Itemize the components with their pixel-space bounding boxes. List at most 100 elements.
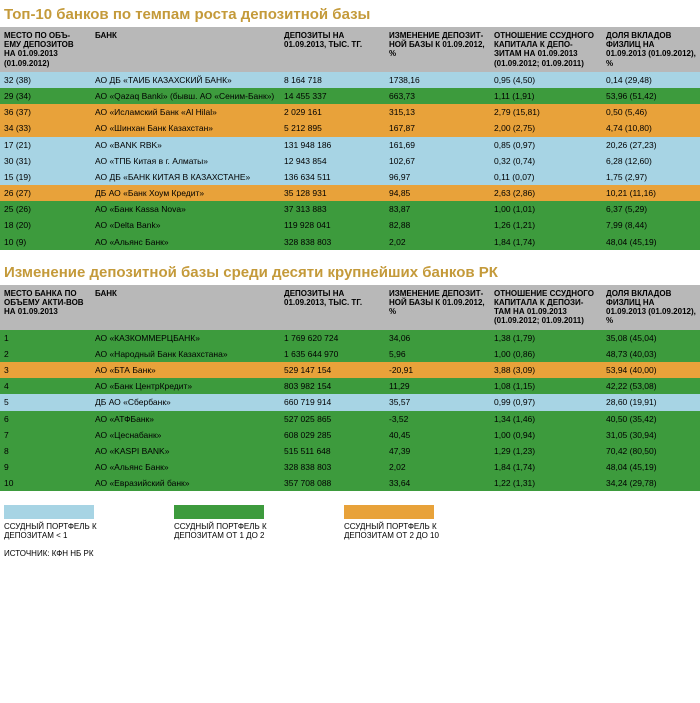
table-cell: 315,13 [385,104,490,120]
table-row: 26 (27)ДБ АО «Банк Хоум Кредит»35 128 93… [0,185,700,201]
table-cell: 33,64 [385,475,490,491]
table-cell: 2,02 [385,459,490,475]
table-cell: 6,37 (5,29) [602,201,700,217]
column-header: ИЗМЕНЕНИЕ ДЕПОЗИТ-НОЙ БАЗЫ К 01.09.2012,… [385,27,490,72]
table-cell: 30 (31) [0,153,91,169]
column-header: ИЗМЕНЕНИЕ ДЕПОЗИТ-НОЙ БАЗЫ К 01.09.2012,… [385,285,490,330]
table-cell: 119 928 041 [280,217,385,233]
column-header: ДЕПОЗИТЫ НА 01.09.2013, ТЫС. ТГ. [280,285,385,330]
table-row: 8АО «KASPI BANK»515 511 64847,391,29 (1,… [0,443,700,459]
column-header: ДОЛЯ ВКЛАДОВ ФИЗЛИЦ НА 01.09.2013 (01.09… [602,27,700,72]
legend-swatch [4,505,94,519]
table-row: 6АО «АТФБанк»527 025 865-3,521,34 (1,46)… [0,411,700,427]
table-cell: 1,22 (1,31) [490,475,602,491]
table-cell: АО «KASPI BANK» [91,443,280,459]
table2-header-row: МЕСТО БАНКА ПО ОБЪЕМУ АКТИ-ВОВ НА 01.09.… [0,285,700,330]
table-cell: ДБ АО «Сбербанк» [91,394,280,410]
table-cell: 1,11 (1,91) [490,88,602,104]
table-cell: АО «Цеснабанк» [91,427,280,443]
table-cell: 1,00 (0,86) [490,346,602,362]
table-cell: 28,60 (19,91) [602,394,700,410]
table-cell: 0,85 (0,97) [490,137,602,153]
table-row: 34 (33)АО «Шинхан Банк Казахстан»5 212 8… [0,120,700,136]
table-cell: 2,02 [385,234,490,250]
table-cell: ДБ АО «Банк Хоум Кредит» [91,185,280,201]
legend-item: ССУДНЫЙ ПОРТФЕЛЬ К ДЕПОЗИТАМ ОТ 1 ДО 2 [174,505,314,541]
table-cell: 1,38 (1,79) [490,330,602,346]
table-cell: АО «Банк ЦентрКредит» [91,378,280,394]
table-cell: 53,96 (51,42) [602,88,700,104]
table-cell: 35,57 [385,394,490,410]
table-cell: 6 [0,411,91,427]
table-cell: 6,28 (12,60) [602,153,700,169]
table-cell: 48,73 (40,03) [602,346,700,362]
table-cell: АО «BANK RBK» [91,137,280,153]
table1-header-row: МЕСТО ПО ОБЪ-ЕМУ ДЕПОЗИТОВ НА 01.09.2013… [0,27,700,72]
table-cell: 328 838 803 [280,234,385,250]
table-cell: АО «АТФБанк» [91,411,280,427]
table-cell: 5 212 895 [280,120,385,136]
table-cell: 5 [0,394,91,410]
table-row: 30 (31)АО «ТПБ Китая в г. Алматы»12 943 … [0,153,700,169]
column-header: ОТНОШЕНИЕ ССУДНОГО КАПИТАЛА К ДЕПО-ЗИТАМ… [490,27,602,72]
column-header: МЕСТО ПО ОБЪ-ЕМУ ДЕПОЗИТОВ НА 01.09.2013… [0,27,91,72]
table-cell: 42,22 (53,08) [602,378,700,394]
table-cell: АО «КАЗКОММЕРЦБАНК» [91,330,280,346]
table-cell: 1,29 (1,23) [490,443,602,459]
table-cell: 529 147 154 [280,362,385,378]
table-cell: АО «БТА Банк» [91,362,280,378]
table-cell: АО «ТПБ Китая в г. Алматы» [91,153,280,169]
table-cell: 20,26 (27,23) [602,137,700,153]
table-row: 10АО «Евразийский банк»357 708 08833,641… [0,475,700,491]
legend-text: ССУДНЫЙ ПОРТФЕЛЬ К ДЕПОЗИТАМ < 1 [4,523,144,541]
table-cell: АО ДБ «ТАИБ КАЗАХСКИЙ БАНК» [91,72,280,88]
table-cell: 608 029 285 [280,427,385,443]
table-cell: 35,08 (45,04) [602,330,700,346]
table-cell: 17 (21) [0,137,91,153]
table-cell: 35 128 931 [280,185,385,201]
table-cell: 94,85 [385,185,490,201]
table-cell: 37 313 883 [280,201,385,217]
table-cell: АО «Исламский Банк «Al Hilal» [91,104,280,120]
table-row: 10 (9)АО «Альянс Банк»328 838 8032,021,8… [0,234,700,250]
table-cell: АО «Шинхан Банк Казахстан» [91,120,280,136]
table-cell: 29 (34) [0,88,91,104]
table-cell: 803 982 154 [280,378,385,394]
table-row: 5ДБ АО «Сбербанк»660 719 91435,570,99 (0… [0,394,700,410]
table-cell: 34,06 [385,330,490,346]
table-cell: 1,34 (1,46) [490,411,602,427]
table-cell: 48,04 (45,19) [602,459,700,475]
table-cell: 1 [0,330,91,346]
table-cell: 0,14 (29,48) [602,72,700,88]
table-cell: 11,29 [385,378,490,394]
table-cell: АО «Народный Банк Казахстана» [91,346,280,362]
table-cell: АО ДБ «БАНК КИТАЯ В КАЗАХСТАНЕ» [91,169,280,185]
table-cell: 1,84 (1,74) [490,234,602,250]
table-cell: 34,24 (29,78) [602,475,700,491]
legend-item: ССУДНЫЙ ПОРТФЕЛЬ К ДЕПОЗИТАМ < 1 [4,505,144,541]
table-cell: 515 511 648 [280,443,385,459]
column-header: ДОЛЯ ВКЛАДОВ ФИЗЛИЦ НА 01.09.2013 (01.09… [602,285,700,330]
table-cell: 4 [0,378,91,394]
table-cell: 1 769 620 724 [280,330,385,346]
table-cell: 1,84 (1,74) [490,459,602,475]
table2-title: Изменение депозитной базы среди десяти к… [0,258,700,285]
table-cell: 26 (27) [0,185,91,201]
table-cell: 10,21 (11,16) [602,185,700,201]
table-cell: 14 455 337 [280,88,385,104]
column-header: БАНК [91,285,280,330]
table-cell: 2 029 161 [280,104,385,120]
table-cell: 7,99 (8,44) [602,217,700,233]
table-cell: АО «Qazaq Banki» (бывш. АО «Сеним-Банк») [91,88,280,104]
table-cell: 31,05 (30,94) [602,427,700,443]
table-cell: 3 [0,362,91,378]
table-cell: 47,39 [385,443,490,459]
table-cell: АО «Альянс Банк» [91,234,280,250]
table-cell: 1,26 (1,21) [490,217,602,233]
table-cell: 1,00 (0,94) [490,427,602,443]
table-cell: 0,32 (0,74) [490,153,602,169]
table-cell: АО «Альянс Банк» [91,459,280,475]
table-cell: 0,99 (0,97) [490,394,602,410]
table-cell: 25 (26) [0,201,91,217]
table-cell: 2,63 (2,86) [490,185,602,201]
